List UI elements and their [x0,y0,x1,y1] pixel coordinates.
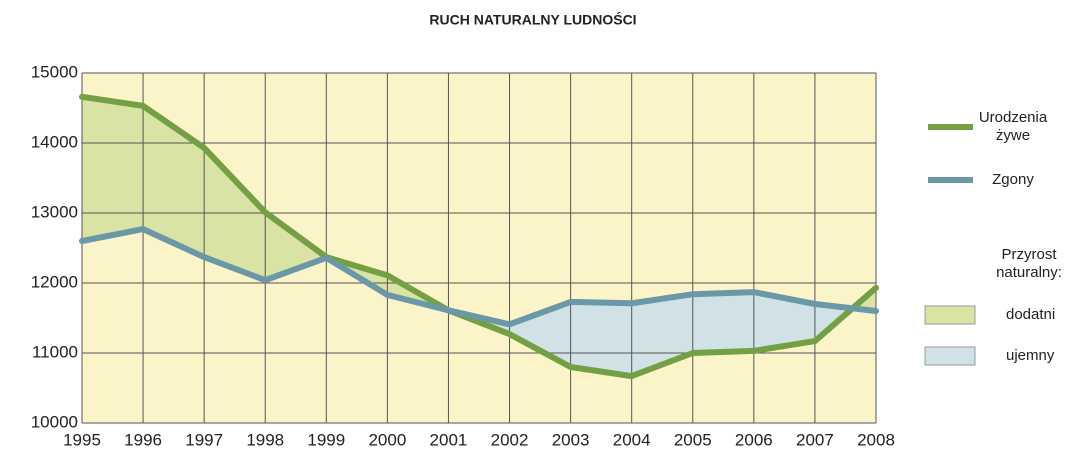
x-tick-label: 2001 [430,430,468,449]
x-tick-label: 2006 [735,430,773,449]
y-tick-label: 13000 [31,202,78,221]
legend-title: Przyrost naturalny: [996,246,1062,281]
x-tick-label: 2007 [796,430,834,449]
series-line [79,226,879,328]
legend-title-box: Przyrost naturalny: [996,246,1062,281]
x-tick-label: 1996 [124,430,162,449]
y-tick-label: 12000 [31,272,78,291]
chart-title: RUCH NATURALNY LUDNOŚCI [429,11,636,28]
x-tick-label: 2005 [674,430,712,449]
x-tick-label: 2002 [491,430,529,449]
difference-area [692,292,754,353]
difference-area [509,301,571,367]
y-tick-label: 10000 [31,412,78,431]
x-tick-label: 1997 [185,430,223,449]
difference-area [753,292,815,351]
difference-area [143,105,205,258]
x-tick-label: 1995 [63,430,101,449]
legend-label: Zgony [992,171,1034,188]
x-tick-label: 1999 [307,430,345,449]
x-tick-label: 2004 [613,430,651,449]
y-tick-label: 15000 [31,62,78,81]
difference-area [82,96,144,241]
legend-swatch [924,346,976,366]
legend-label-box: Urodzenia żywe [978,109,1048,144]
legend-label-box: Zgony [992,171,1034,188]
x-tick-label: 2003 [552,430,590,449]
legend-swatch [924,305,976,325]
y-tick-label: 11000 [32,342,78,361]
legend-label: dodatni [1006,306,1055,323]
series-line [79,93,879,380]
x-tick-label: 1998 [246,430,284,449]
difference-area [204,147,266,281]
x-tick-label: 2008 [857,430,895,449]
y-tick-label: 14000 [31,132,78,151]
legend-label: ujemny [1006,347,1055,364]
difference-area [570,301,632,377]
x-tick-label: 2000 [368,430,406,449]
legend-label: Urodzenia żywe [978,109,1048,144]
